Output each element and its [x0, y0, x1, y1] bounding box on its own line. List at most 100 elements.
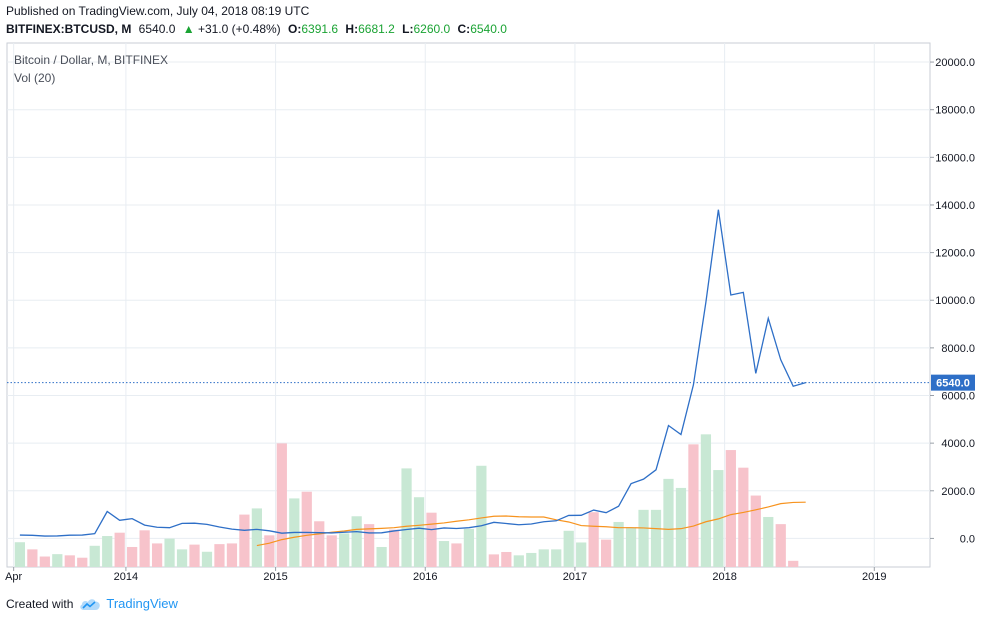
y-tick-label: 14000.0 — [935, 200, 975, 212]
volume-bar — [114, 532, 125, 567]
y-tick-label: 16000.0 — [935, 152, 975, 164]
volume-bar — [750, 495, 761, 567]
volume-bar — [513, 555, 524, 567]
volume-bar — [488, 554, 499, 567]
volume-bar — [426, 512, 437, 567]
open-value: 6391.6 — [301, 22, 339, 36]
change-value: +31.0 (+0.48%) — [197, 22, 281, 36]
volume-bar — [27, 549, 38, 567]
volume-bar — [364, 524, 375, 567]
volume-bar — [526, 552, 537, 567]
volume-bar — [438, 541, 450, 567]
close-value: 6540.0 — [470, 22, 507, 36]
y-tick-label: 18000.0 — [935, 105, 975, 117]
x-tick-label: 2016 — [413, 571, 437, 583]
volume-bar — [77, 557, 88, 567]
volume-bar — [251, 508, 262, 567]
volume-bar — [127, 546, 138, 567]
ohlc-header: BITFINEX:BTCUSD, M 6540.0 ▲ +31.0 (+0.48… — [6, 22, 507, 36]
chart-lines — [7, 209, 930, 547]
y-tick-label: 20000.0 — [935, 57, 975, 69]
volume-bar — [650, 509, 662, 567]
volume-bar — [413, 497, 425, 567]
volume-bar — [738, 467, 749, 567]
low-label: L: — [402, 22, 414, 36]
x-tick-label: 2014 — [114, 571, 138, 583]
volume-bar — [226, 543, 238, 567]
tradingview-cloud-icon — [80, 598, 101, 610]
y-tick-label: 10000.0 — [935, 295, 975, 307]
open-label: O: — [288, 22, 302, 36]
x-tick-label: 2017 — [563, 571, 587, 583]
volume-bar — [14, 542, 25, 567]
x-tick-label: 2018 — [712, 571, 736, 583]
volume-bar — [64, 555, 75, 567]
x-tick-label: 2019 — [862, 571, 886, 583]
symbol-label: BITFINEX:BTCUSD, M — [6, 22, 132, 36]
time-axis[interactable]: Apr 2014 2015 2016 2017 2018 2019 — [5, 567, 887, 583]
volume-bar — [463, 528, 475, 567]
volume-bar — [189, 544, 200, 567]
volume-bar — [700, 434, 712, 567]
volume-bars — [14, 434, 799, 567]
brand-label: TradingView — [106, 596, 178, 611]
volume-bar — [351, 516, 362, 567]
low-value: 6260.0 — [413, 22, 451, 36]
volume-bar — [239, 514, 250, 567]
footer: Created with TradingView — [6, 596, 178, 611]
volume-bar — [775, 524, 786, 567]
volume-bar — [613, 521, 624, 567]
volume-bar — [201, 551, 213, 567]
tradingview-link[interactable]: TradingView — [79, 596, 178, 611]
change-up-icon: ▲ — [182, 22, 195, 36]
volume-bar — [388, 529, 400, 567]
volume-bar — [276, 443, 287, 567]
volume-bar — [89, 545, 100, 567]
volume-bar — [339, 533, 350, 567]
volume-bar — [326, 535, 337, 567]
chart-grid — [7, 43, 930, 567]
volume-bar — [725, 450, 736, 567]
y-tick-label: 8000.0 — [941, 343, 975, 355]
volume-bar — [476, 465, 487, 567]
y-tick-label: 0.0 — [960, 533, 975, 545]
volume-bar — [625, 527, 637, 567]
volume-bar — [675, 487, 687, 567]
last-price-tag-label: 6540.0 — [936, 378, 970, 390]
volume-bar — [451, 543, 462, 567]
volume-bar — [52, 554, 63, 567]
volume-bar — [601, 539, 612, 567]
last-price-tag — [931, 374, 975, 391]
legend-title: Bitcoin / Dollar, M, BITFINEX — [14, 53, 168, 67]
price-line — [19, 209, 806, 537]
volume-bar — [788, 560, 799, 567]
x-tick-label: 2015 — [263, 571, 287, 583]
volume-bar — [538, 549, 549, 567]
y-tick-label: 4000.0 — [941, 438, 975, 450]
volume-bar — [663, 478, 674, 567]
chart-pane-border — [6, 42, 931, 568]
x-tick-label: Apr — [5, 571, 22, 583]
close-label: C: — [457, 22, 471, 36]
volume-bar — [301, 491, 312, 567]
volume-bar — [376, 546, 387, 567]
last-price-value: 6540.0 — [138, 22, 176, 36]
legend-volume: Vol (20) — [14, 71, 55, 85]
volume-bar — [401, 468, 412, 567]
volume-bar — [563, 530, 574, 567]
volume-bar — [139, 530, 150, 567]
volume-bar — [314, 521, 325, 567]
price-axis[interactable]: 0.0 2000.0 4000.0 6000.0 8000.0 10000.0 12000.… — [930, 57, 975, 545]
volume-bar — [214, 544, 225, 567]
volume-bar — [551, 549, 562, 567]
y-tick-label: 6000.0 — [941, 391, 975, 403]
volume-bar — [151, 543, 163, 567]
created-with-label: Created with — [6, 596, 74, 611]
volume-bar — [588, 512, 599, 567]
volume-bar — [164, 538, 175, 567]
volume-bar — [576, 542, 587, 567]
y-tick-label: 2000.0 — [941, 486, 975, 498]
volume-bar — [763, 516, 774, 567]
volume-bar — [638, 509, 649, 567]
